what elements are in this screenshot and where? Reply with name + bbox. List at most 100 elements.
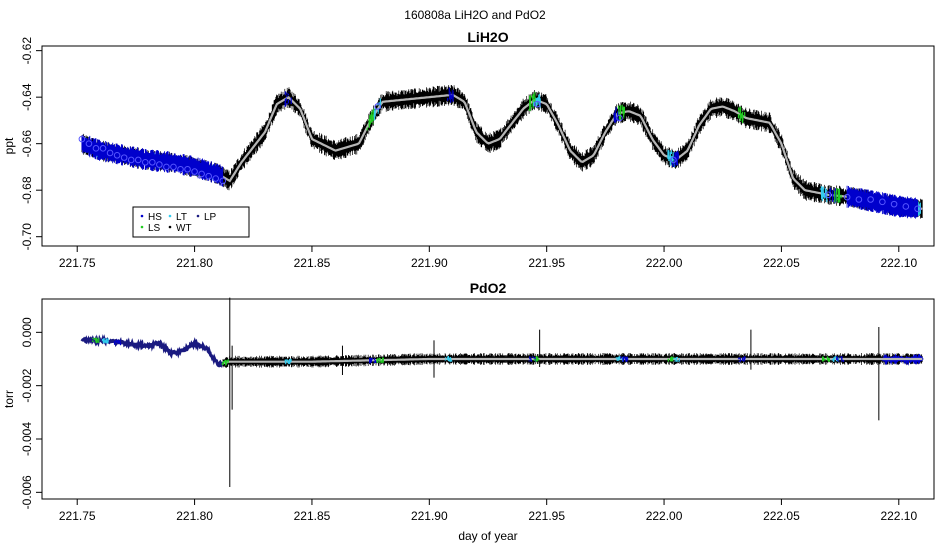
lih2o-hs-mean-point [902, 203, 910, 210]
lih2o-cal-window [834, 188, 842, 204]
lih2o-hs-mean-point [106, 149, 114, 157]
lih2o-hs-mean-point [177, 165, 184, 173]
lih2o-hs-mean-point [149, 158, 156, 166]
pdo2-xtick-label: 221.85 [294, 509, 331, 523]
lih2o-panel: LiH2O ppt 221.75 221.80 221.85 221.90 221.95… [2, 29, 935, 270]
lih2o-hs-mean-point [163, 163, 170, 171]
x-axis-title: day of year [458, 529, 517, 543]
legend-box [132, 206, 250, 238]
lih2o-hs-mean-point [670, 156, 677, 164]
lih2o-cal-window [613, 107, 621, 124]
legend-label-wt: WT [176, 223, 192, 234]
lih2o-hs-mean-point [198, 170, 205, 178]
pdo2-y-axis: 0.000 -0.002 -0.004 -0.006 [20, 317, 42, 509]
pdo2-title: PdO2 [470, 280, 507, 296]
pdo2-panel: PdO2 torr 221.75 221.80 221.85 221.90 221.95… [2, 280, 935, 523]
legend-marker-lp [196, 214, 200, 218]
lih2o-hs-mean-point [127, 156, 135, 164]
lih2o-hs-mean-point [78, 135, 86, 143]
pdo2-xtick-label: 221.75 [59, 509, 96, 523]
lih2o-hs-mean-point [141, 158, 149, 166]
pdo2-xtick-label: 222.00 [646, 509, 683, 523]
lih2o-cal-window [737, 106, 746, 124]
lih2o-hs-mean-point [170, 163, 177, 171]
lih2o-hs-mean-point [890, 200, 898, 208]
legend-label-lp: LP [204, 212, 217, 223]
pdo2-cal-window [221, 359, 230, 366]
lih2o-xtick-label: 222.00 [646, 256, 683, 270]
lih2o-cal-window [366, 108, 375, 131]
lih2o-hs-mean-point [113, 152, 121, 159]
lih2o-series-hs [81, 134, 224, 187]
lih2o-ylabel: ppt [2, 137, 16, 154]
pdo2-cal-window [444, 356, 453, 362]
lih2o-ytick-label: -0.68 [20, 176, 34, 204]
pdo2-cal-window [667, 356, 675, 362]
lih2o-hs-mean-point [212, 175, 220, 182]
lih2o-title: LiH2O [467, 29, 508, 45]
lih2o-xtick-label: 222.05 [763, 256, 800, 270]
legend-marker-hs [140, 214, 144, 218]
lih2o-hs-mean-point [533, 100, 541, 108]
lih2o-ytick-label: -0.66 [20, 130, 34, 158]
lih2o-hs-mean-point [205, 172, 212, 180]
lih2o-hs-mean-point [191, 168, 198, 175]
legend-marker-ls [140, 225, 144, 229]
lih2o-cal-window [447, 87, 454, 103]
lih2o-y-axis: -0.62 -0.64 -0.66 -0.68 -0.70 [20, 37, 42, 251]
lih2o-hs-mean-point [120, 154, 128, 161]
pdo2-cal-window [101, 337, 109, 344]
lih2o-xtick-label: 221.95 [528, 256, 565, 270]
lih2o-hs-mean-point [184, 165, 191, 173]
lih2o-xtick-label: 221.85 [294, 256, 331, 270]
pdo2-ytick-label: -0.006 [20, 475, 34, 509]
lih2o-ytick-label: -0.64 [20, 83, 34, 111]
lih2o-ytick-label: -0.70 [20, 223, 34, 251]
pdo2-series-wt [81, 339, 923, 368]
lih2o-ytick-label: -0.62 [20, 37, 34, 65]
lih2o-xtick-label: 222.10 [880, 256, 917, 270]
lih2o-series-hs [846, 185, 919, 219]
pdo2-xtick-label: 221.90 [411, 509, 448, 523]
legend-label-lt: LT [176, 212, 187, 223]
lih2o-cal-window [528, 91, 537, 111]
pdo2-cal-window [113, 339, 122, 346]
lih2o-hs-mean-point [99, 145, 107, 152]
pdo2-xtick-label: 222.10 [880, 509, 917, 523]
lih2o-smoothed-line [81, 93, 923, 210]
lih2o-hs-mean-point [825, 191, 832, 199]
pdo2-cal-window [92, 337, 100, 344]
pdo2-ytick-label: -0.002 [20, 368, 34, 402]
lih2o-xtick-label: 221.90 [411, 256, 448, 270]
pdo2-xtick-label: 222.05 [763, 509, 800, 523]
lih2o-hs-mean-point [219, 177, 227, 185]
lih2o-series-wt [81, 85, 923, 219]
lih2o-cal-window [617, 104, 626, 120]
pdo2-smoothed-line [222, 357, 923, 365]
pdo2-cal-window [376, 357, 384, 363]
pdo2-ylabel: torr [2, 390, 16, 408]
legend-marker-lt [168, 214, 172, 218]
pdo2-cal-window [620, 356, 629, 362]
pdo2-ytick-label: -0.004 [20, 422, 34, 456]
lih2o-hs-mean-point [867, 196, 874, 203]
lih2o-hs-mean-point [85, 140, 93, 147]
lih2o-plot-frame [41, 45, 935, 247]
pdo2-cal-window [528, 356, 537, 362]
pdo2-plot-frame [41, 298, 935, 500]
pdo2-cal-window [284, 358, 292, 365]
page-title: 160808a LiH2O and PdO2 [404, 8, 546, 22]
lih2o-xtick-label: 221.75 [59, 256, 96, 270]
legend: HS LS LT WT LP [132, 206, 250, 238]
lih2o-hs-mean-point [843, 193, 851, 201]
lih2o-hs-mean-point [879, 198, 886, 206]
lih2o-xtick-label: 221.80 [176, 256, 213, 270]
lih2o-data [78, 85, 923, 219]
legend-label-hs: HS [148, 212, 162, 223]
legend-label-ls: LS [148, 223, 161, 234]
lih2o-hs-mean-point [156, 161, 163, 168]
pdo2-cal-window [836, 356, 845, 362]
pdo2-data [80, 297, 924, 487]
lih2o-hs-mean-point [134, 156, 142, 164]
